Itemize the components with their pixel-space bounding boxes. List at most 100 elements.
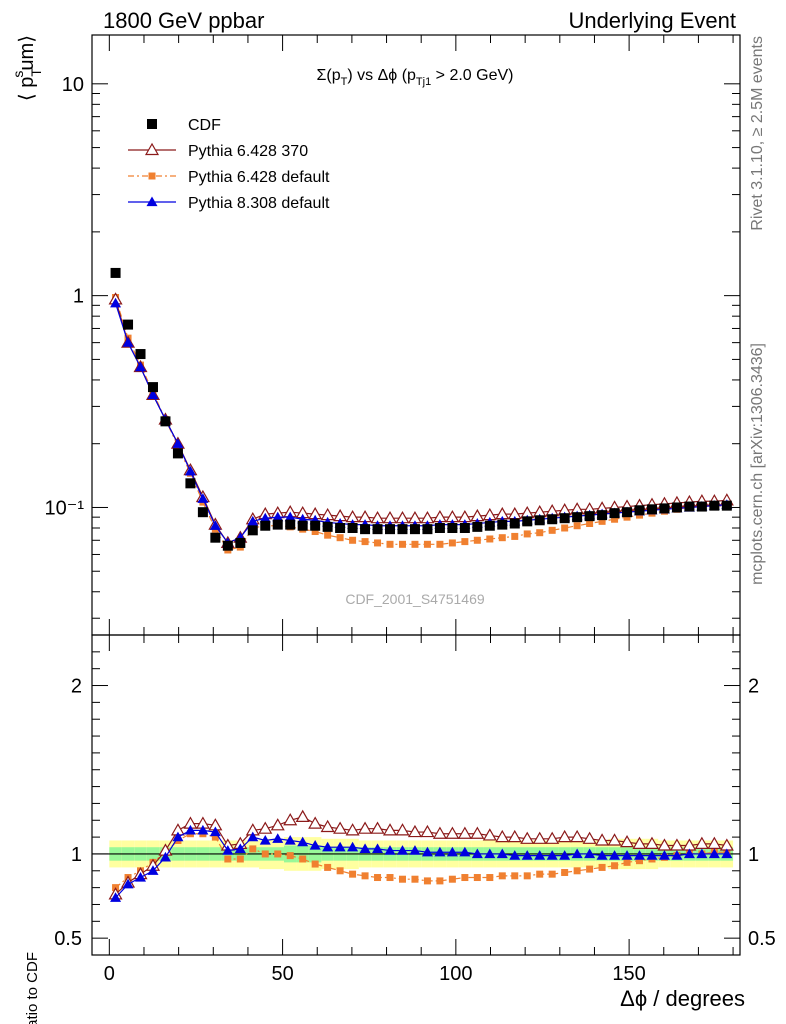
ratio-point-pythia-8-308-default [209, 826, 221, 837]
point-cdf [646, 504, 657, 515]
ratio-point-pythia-8-308-default [496, 848, 508, 859]
point-pythia-8-308-default [135, 361, 147, 372]
y-tick-label: 1 [73, 286, 84, 308]
ratio-point-pythia-6-428-370 [283, 813, 298, 826]
ratio-point-pythia-6-428-370 [432, 826, 447, 839]
ratio-point-pythia-8-308-default [696, 848, 708, 859]
header-right: Underlying Event [568, 8, 736, 33]
ratio-point-pythia-8-308-default [559, 850, 571, 860]
ratio-point-pythia-6-428-370 [445, 826, 460, 839]
ratio-axis-ticks: 0 50 100 150 2 2 1 1 0.5 0.5 [54, 635, 776, 985]
legend-label-pythia-8-308-default: Pythia 8.308 default [188, 195, 330, 212]
ratio-point-pythia-8-308-default [159, 851, 171, 862]
ratio-point-pythia-8-308-default [421, 846, 433, 857]
point-pythia-6-428-default [598, 517, 606, 525]
point-pythia-8-308-default [272, 511, 284, 522]
ratio-point-pythia-8-308-default [222, 845, 234, 855]
ratio-point-pythia-8-308-default [259, 834, 271, 845]
point-cdf [372, 524, 383, 535]
ratio-point-pythia-8-308-default [234, 843, 246, 854]
point-pythia-6-428-default [548, 526, 556, 534]
ratio-point-pythia-6-428-370 [495, 829, 510, 843]
point-cdf [634, 505, 645, 516]
point-cdf [671, 502, 682, 513]
ratio-point-pythia-6-428-default [623, 858, 631, 866]
point-pythia-8-308-default [184, 465, 196, 476]
ratio-point-pythia-8-308-default [658, 850, 670, 860]
ratio-point-pythia-6-428-370 [295, 809, 310, 822]
ratio-point-pythia-6-428-default [436, 877, 444, 885]
ratio-y-tick-label: 0.5 [54, 928, 82, 950]
point-cdf [222, 540, 233, 551]
ratio-point-pythia-6-428-370 [694, 836, 709, 849]
point-pythia-8-308-default [110, 297, 122, 308]
ratio-plot-panel: 0 50 100 150 2 2 1 1 0.5 0.5 Ratio to CDF Δϕ / de… [24, 634, 776, 1024]
point-pythia-6-428-default [374, 539, 382, 547]
ratio-point-pythia-6-428-default [448, 875, 456, 883]
point-cdf [584, 511, 595, 522]
point-cdf [272, 519, 283, 530]
x-tick-label: 100 [439, 963, 472, 985]
ratio-point-pythia-6-428-default [561, 868, 569, 876]
point-pythia-6-428-default [349, 536, 357, 544]
point-cdf [522, 516, 533, 527]
ratio-data-series [108, 809, 734, 902]
ratio-y-tick-label-right: 2 [748, 676, 759, 698]
ratio-point-pythia-6-428-370 [644, 836, 660, 849]
ratio-point-pythia-6-428-370 [482, 828, 497, 841]
ratio-point-pythia-6-428-370 [382, 823, 398, 836]
ratio-point-pythia-6-428-370 [358, 821, 373, 834]
legend-marker-pythia-8-308-default [146, 196, 158, 207]
ratio-point-pythia-8-308-default [596, 850, 608, 860]
point-pythia-8-308-default [197, 493, 209, 503]
y-tick-label: 10⁻¹ [45, 497, 85, 519]
ratio-point-pythia-8-308-default [135, 872, 147, 882]
ratio-point-pythia-6-428-default [249, 845, 257, 853]
point-cdf [247, 525, 258, 536]
ratio-point-pythia-6-428-370 [457, 826, 472, 839]
ratio-point-pythia-6-428-default [299, 855, 307, 863]
ratio-point-pythia-6-428-default [573, 867, 581, 875]
ratio-point-pythia-6-428-default [498, 872, 506, 880]
ratio-point-pythia-6-428-default [349, 870, 357, 878]
ratio-point-pythia-6-428-370 [320, 819, 335, 833]
ratio-point-pythia-8-308-default [434, 846, 446, 857]
ratio-point-pythia-8-308-default [621, 850, 633, 860]
point-pythia-6-428-default [361, 538, 369, 546]
point-cdf [335, 522, 346, 533]
x-tick-label: 50 [271, 963, 293, 985]
legend-marker-pythia-6-428-default [148, 172, 156, 180]
point-pythia-6-428-default [523, 530, 531, 538]
point-pythia-6-428-default [324, 531, 332, 539]
main-axis-ticks: 10 1 10⁻¹ [45, 35, 740, 635]
point-cdf [160, 416, 171, 427]
ratio-point-pythia-6-428-370 [370, 821, 385, 834]
ratio-point-pythia-6-428-default [461, 874, 469, 882]
ratio-point-pythia-8-308-default [347, 841, 359, 852]
legend-label-pythia-6-428-default: Pythia 6.428 default [188, 169, 330, 186]
ratio-y-tick-label-right: 0.5 [748, 928, 776, 950]
point-pythia-8-308-default [209, 520, 221, 530]
ratio-point-pythia-6-428-370 [557, 829, 572, 843]
point-cdf [559, 513, 570, 524]
point-pythia-6-428-default [311, 528, 319, 536]
x-tick-label: 0 [104, 963, 115, 985]
point-pythia-6-428-default [611, 515, 619, 523]
ratio-point-pythia-8-308-default [509, 850, 521, 860]
x-tick-label: 150 [612, 963, 645, 985]
point-cdf [597, 510, 608, 521]
ratio-point-pythia-6-428-370 [532, 831, 547, 844]
legend-label-cdf: CDF [188, 117, 221, 134]
point-cdf [447, 522, 458, 533]
point-pythia-6-428-default [423, 540, 431, 548]
ratio-point-pythia-6-428-370 [632, 836, 647, 849]
point-cdf [422, 524, 433, 535]
ratio-point-pythia-6-428-370 [333, 821, 348, 834]
ratio-point-pythia-6-428-default [536, 870, 544, 878]
point-cdf [110, 267, 121, 278]
point-pythia-6-428-default [561, 524, 569, 532]
ratio-point-pythia-8-308-default [309, 840, 321, 850]
ratio-point-pythia-6-428-default [386, 874, 394, 882]
point-pythia-6-428-default [498, 534, 506, 542]
point-pythia-6-428-default [586, 520, 594, 528]
